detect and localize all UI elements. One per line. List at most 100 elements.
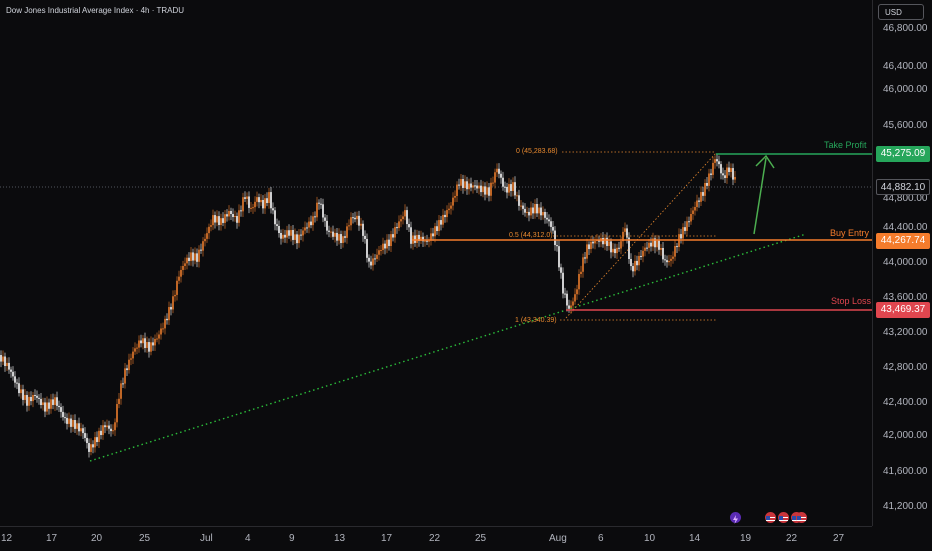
candle-body <box>222 218 224 223</box>
candle-body <box>182 266 184 270</box>
candle-body <box>166 318 168 321</box>
buy-entry-label: Buy Entry <box>830 228 870 238</box>
candle-body <box>654 238 656 248</box>
candle-body <box>718 161 720 165</box>
currency-selector[interactable]: USD <box>878 4 924 20</box>
candle-body <box>194 253 196 261</box>
candle-body <box>88 443 90 452</box>
price-tick-label: 46,400.00 <box>883 61 928 72</box>
candle-body <box>264 198 266 209</box>
candle-body <box>244 197 246 199</box>
candle-body <box>270 192 272 209</box>
candle-body <box>256 197 258 202</box>
candle-body <box>252 207 254 209</box>
candle-body <box>366 239 368 258</box>
candle-body <box>462 179 464 188</box>
candle-body <box>250 207 252 209</box>
candle-body <box>622 231 624 242</box>
time-tick-label: 6 <box>598 533 604 544</box>
candle-body <box>574 294 576 302</box>
time-tick-label: 27 <box>833 533 845 544</box>
candle-body <box>216 216 218 223</box>
time-tick-label: 19 <box>740 533 752 544</box>
fib-diagonal <box>565 152 717 319</box>
candle-body <box>464 181 466 188</box>
candle-body <box>150 342 152 352</box>
candle-body <box>4 356 6 366</box>
candle-body <box>416 234 418 243</box>
candle-body <box>642 250 644 257</box>
candle-body <box>326 220 328 231</box>
candle-body <box>524 208 526 213</box>
candle-body <box>370 261 372 266</box>
candle-body <box>180 269 182 277</box>
candle-body <box>572 301 574 306</box>
lightning-icon[interactable] <box>730 512 741 524</box>
arrow-head <box>755 154 775 169</box>
price-chart[interactable] <box>0 0 872 526</box>
candle-body <box>602 237 604 245</box>
fib-level-05: 0.5 (44,312.0) <box>509 232 553 239</box>
candle-body <box>78 423 80 432</box>
price-axis[interactable]: 46,800.00 46,400.00 46,000.00 45,600.00 44,8… <box>872 0 932 526</box>
candle-body <box>554 230 556 246</box>
stop-loss-price-tag: 43,469.37 <box>876 302 930 318</box>
candle-body <box>402 216 404 220</box>
candle-body <box>728 167 730 172</box>
candle-body <box>26 395 28 406</box>
candle-body <box>214 215 216 223</box>
candle-body <box>90 444 92 452</box>
candle-body <box>336 232 338 241</box>
price-tick-label: 41,600.00 <box>883 466 928 477</box>
us-flag-icon[interactable] <box>796 512 807 523</box>
candle-body <box>428 240 430 242</box>
candle-body <box>470 183 472 188</box>
us-flag-icon[interactable] <box>765 512 776 523</box>
candle-body <box>690 213 692 222</box>
candle-body <box>374 258 376 260</box>
candle-body <box>102 425 104 436</box>
candle-body <box>668 260 670 263</box>
time-tick-label: 17 <box>381 533 393 544</box>
us-flag-icon[interactable] <box>778 512 789 523</box>
candle-body <box>676 246 678 248</box>
candle-body <box>448 208 450 211</box>
candle-body <box>384 243 386 249</box>
candle-body <box>294 234 296 240</box>
candle-body <box>702 192 704 196</box>
candle-body <box>40 398 42 406</box>
candle-body <box>564 293 566 295</box>
candle-body <box>658 240 660 250</box>
candle-body <box>224 214 226 223</box>
price-tick-label: 41,200.00 <box>883 501 928 512</box>
candle-body <box>328 230 330 232</box>
candle-body <box>46 402 48 412</box>
candle-body <box>586 244 588 259</box>
candle-body <box>532 207 534 214</box>
candle-body <box>372 258 374 266</box>
candle-body <box>332 231 334 237</box>
candle-body <box>82 428 84 434</box>
candle-body <box>302 230 304 236</box>
candle-body <box>612 248 614 253</box>
candle-body <box>210 225 212 227</box>
candle-body <box>16 382 18 384</box>
candle-body <box>628 237 630 259</box>
candle-body <box>450 205 452 209</box>
candle-body <box>322 204 324 218</box>
chart-area[interactable]: Dow Jones Industrial Average Index · 4h … <box>0 0 872 526</box>
time-axis[interactable]: 12 17 20 25 Jul 4 9 13 17 22 25 Aug 6 10 14 19 22 27 <box>0 526 872 551</box>
candle-body <box>348 225 350 227</box>
candle-body <box>598 240 600 242</box>
candle-body <box>356 215 358 220</box>
candle-body <box>202 241 204 251</box>
candle-body <box>434 226 436 237</box>
candle-body <box>636 260 638 266</box>
candle-body <box>92 444 94 448</box>
candle-body <box>394 227 396 238</box>
candle-body <box>422 236 424 242</box>
candle-body <box>70 418 72 427</box>
candle-body <box>552 226 554 231</box>
candle-body <box>50 399 52 409</box>
candle-body <box>132 351 134 359</box>
